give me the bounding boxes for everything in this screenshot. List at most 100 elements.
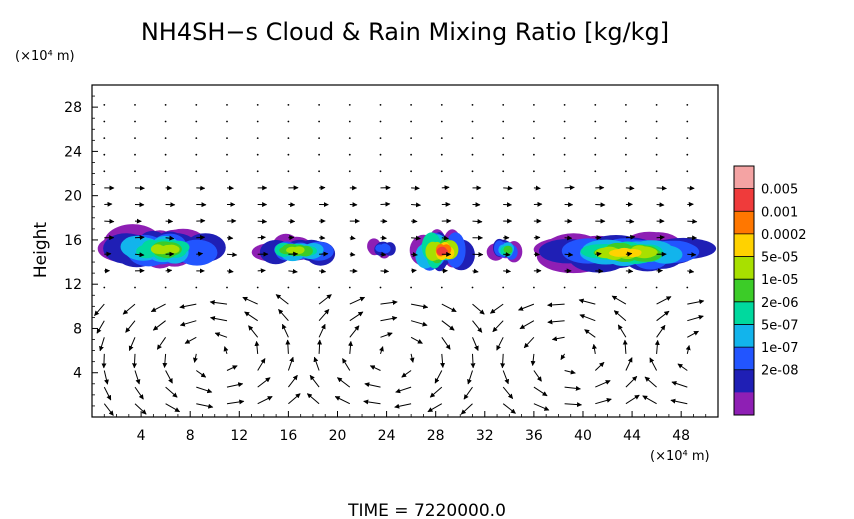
wind-vector-arrow [401, 370, 412, 378]
cloud-cell [251, 233, 336, 266]
wind-vector-arrow [595, 202, 606, 208]
wind-vector-dot [563, 137, 566, 140]
colorbar-swatch [734, 369, 754, 393]
wind-vector-arrow [441, 235, 449, 241]
wind-vector-arrow [670, 398, 688, 405]
wind-vector-arrow [533, 403, 550, 411]
wind-vector-dot [686, 120, 689, 123]
wind-vector-dot [410, 104, 412, 106]
wind-vector-arrow [591, 343, 597, 354]
wind-vector-dot [287, 137, 290, 140]
wind-vector-dot [471, 104, 474, 106]
wind-vector-arrow [337, 377, 351, 388]
wind-vector-arrow [257, 358, 266, 371]
wind-vector-dot [226, 153, 228, 156]
wind-vector-arrow [275, 294, 289, 305]
wind-vector-arrow [496, 337, 504, 351]
wind-vector-arrow [625, 251, 633, 257]
wind-vector-arrow [411, 303, 429, 309]
wind-vector-arrow [595, 251, 602, 257]
wind-vector-dot [440, 170, 443, 173]
wind-vector-dot [134, 104, 136, 106]
colorbar-label: 2e-06 [761, 296, 799, 311]
wind-vector-dot [625, 120, 627, 123]
wind-vector-arrow [257, 377, 271, 388]
wind-vector-dot [195, 286, 198, 289]
wind-vector-arrow [196, 386, 213, 394]
wind-vector-dot [287, 286, 290, 289]
wind-vector-arrow [595, 397, 612, 405]
wind-vector-arrow [523, 336, 535, 349]
wind-vector-dot [103, 137, 106, 140]
wind-vector-arrow [209, 300, 228, 305]
wind-vector-arrow [654, 339, 660, 354]
wind-vector-arrow [564, 369, 576, 375]
wind-vector-arrow [242, 296, 258, 305]
wind-vector-dot [563, 104, 566, 106]
wind-vector-arrow [165, 268, 173, 274]
wind-vector-arrow [288, 374, 298, 388]
colorbar-swatch [734, 279, 754, 303]
wind-vector-arrow [99, 337, 105, 352]
wind-vector-arrow [257, 218, 268, 224]
wind-vector-arrow [196, 234, 206, 240]
wind-vector-arrow [226, 252, 238, 258]
wind-vector-dot [533, 170, 535, 173]
wind-vector-arrow [162, 353, 168, 368]
wind-vector-arrow [363, 399, 381, 405]
wind-vector-arrow [410, 320, 428, 327]
x-tick-label: 32 [476, 428, 494, 444]
wind-vector-arrow [656, 185, 667, 191]
wind-vector-arrow [128, 337, 136, 351]
wind-vector-dot [440, 137, 443, 140]
wind-vector-arrow [132, 353, 138, 369]
wind-vector-dot [226, 286, 228, 289]
wind-vector-arrow [472, 303, 485, 315]
wind-vector-dot [348, 104, 351, 106]
wind-vector-dot [440, 120, 443, 123]
wind-vector-dot [440, 153, 443, 156]
wind-vector-arrow [287, 356, 294, 371]
cloud-fill-patch [381, 244, 391, 254]
wind-vector-arrow [349, 311, 364, 322]
wind-vector-arrow [564, 252, 574, 258]
x-tick-label: 12 [230, 428, 248, 444]
wind-vector-arrow [551, 336, 565, 342]
wind-vector-arrow [288, 393, 301, 405]
wind-vector-dot [379, 153, 382, 156]
wind-vector-dot [226, 137, 228, 140]
cloud-cell [367, 238, 396, 259]
wind-vector-arrow [380, 300, 398, 305]
colorbar-swatch [734, 188, 754, 212]
wind-vector-dot [594, 104, 597, 106]
wind-vector-dot [287, 153, 290, 156]
x-tick-label: 36 [525, 428, 543, 444]
y-tick-label: 8 [73, 321, 82, 337]
wind-vector-dot [533, 120, 535, 123]
wind-vector-dot [348, 153, 351, 156]
wind-vector-dot [318, 104, 320, 106]
wind-vector-arrow [318, 309, 330, 322]
wind-vector-dot [103, 153, 106, 156]
y-axis: 4 8 12 16 20 24 28 [64, 95, 98, 407]
wind-vector-arrow [503, 268, 511, 274]
x-tick-label: 48 [672, 428, 690, 444]
wind-vector-arrow [500, 353, 506, 369]
wind-vector-arrow [395, 386, 412, 394]
wind-vector-arrow [257, 396, 273, 405]
wind-vector-arrow [441, 337, 451, 350]
wind-vector-arrow [625, 394, 640, 405]
wind-vector-dot [533, 286, 535, 289]
wind-vector-arrow [472, 218, 483, 224]
wind-vector-arrow [281, 323, 289, 338]
wind-vector-arrow [369, 365, 381, 371]
colorbar-label: 5e-05 [761, 251, 799, 266]
wind-vector-dot [134, 286, 136, 289]
wind-vector-arrow [192, 353, 198, 363]
wind-vector-arrow [463, 386, 473, 400]
wind-vector-dot [533, 137, 535, 140]
x-tick-label: 4 [137, 428, 146, 444]
wind-vector-dot [625, 286, 627, 289]
colorbar-swatch [734, 233, 754, 257]
wind-vector-dot [686, 170, 689, 173]
